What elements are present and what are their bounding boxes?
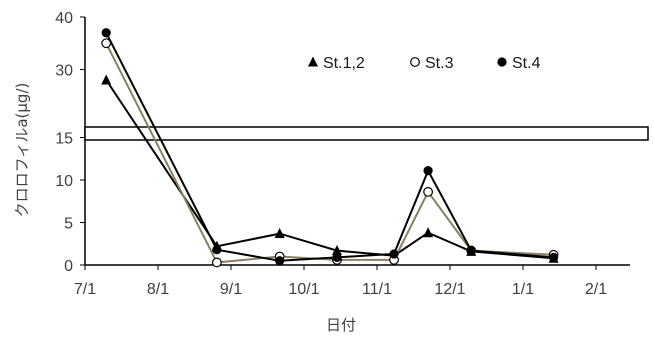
legend-label-2: St.3 bbox=[425, 55, 454, 72]
x-tick-label: 10/1 bbox=[288, 281, 319, 298]
data-point-series-3 bbox=[275, 256, 285, 266]
x-axis-title: 日付 bbox=[326, 316, 356, 334]
data-point-series-2 bbox=[211, 257, 222, 268]
legend: St.1,2 St.3 St.4 bbox=[308, 55, 541, 72]
x-tick-label: 12/1 bbox=[434, 281, 465, 298]
x-tick-label: 8/1 bbox=[147, 281, 169, 298]
x-tick-label: 2/1 bbox=[585, 281, 607, 298]
y-tick-label: 10 bbox=[55, 173, 73, 190]
y-tick-label: 30 bbox=[55, 63, 73, 80]
data-point-series-3 bbox=[466, 245, 476, 256]
data-point-series-3 bbox=[423, 166, 433, 176]
data-point-series-1 bbox=[423, 227, 434, 238]
axes bbox=[80, 16, 630, 270]
axis-break-band-rect bbox=[84, 126, 649, 141]
data-point-series-3 bbox=[212, 245, 222, 255]
legend-marker-3 bbox=[497, 57, 507, 67]
data-point-series-3 bbox=[332, 252, 342, 262]
data-point-series-1 bbox=[101, 74, 112, 85]
data-point-series-3 bbox=[549, 252, 559, 262]
data-point-series-1 bbox=[274, 228, 285, 239]
x-tick-label: 1/1 bbox=[512, 281, 534, 298]
data-point-series-3 bbox=[101, 28, 111, 38]
series-line-3 bbox=[105, 32, 554, 262]
legend-marker-1 bbox=[308, 56, 318, 67]
data-point-series-3 bbox=[389, 249, 399, 259]
legend-label-3: St.4 bbox=[512, 55, 541, 72]
x-tick-label: 7/1 bbox=[74, 281, 96, 298]
data-point-series-1 bbox=[331, 245, 342, 256]
x-tick-label: 11/1 bbox=[362, 281, 392, 298]
y-tick-label: 0 bbox=[64, 258, 73, 275]
series-markers bbox=[101, 28, 559, 268]
series-lines bbox=[105, 32, 554, 264]
series-line-2 bbox=[105, 42, 554, 264]
axis-break-band bbox=[84, 126, 649, 141]
tick-labels: 0 5 10 15 30 40 7/1 8/1 9/1 10/1 11/1 12/1 1/1 2/1 bbox=[55, 10, 607, 298]
data-point-series-2 bbox=[423, 186, 434, 197]
legend-marker-2 bbox=[410, 57, 420, 67]
y-tick-label: 40 bbox=[55, 10, 73, 27]
x-tick-label: 9/1 bbox=[220, 281, 242, 298]
y-tick-label: 5 bbox=[64, 216, 73, 233]
legend-label-1: St.1,2 bbox=[323, 55, 365, 72]
series-line-1 bbox=[105, 79, 554, 260]
y-tick-label: 15 bbox=[55, 131, 73, 148]
data-point-series-2 bbox=[101, 38, 112, 49]
y-axis-title: クロロフィルa(μg/) bbox=[13, 83, 31, 218]
